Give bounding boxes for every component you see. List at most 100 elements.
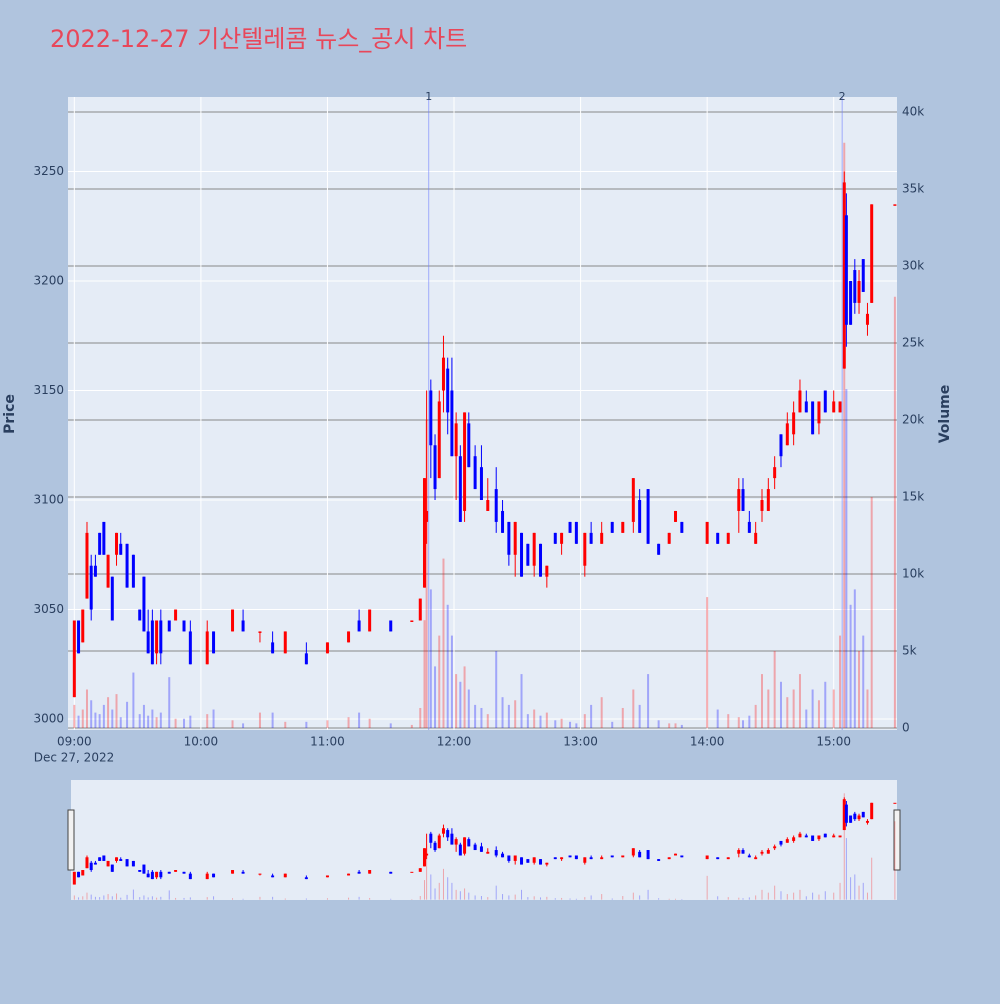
mini-candle-body — [98, 857, 102, 861]
range-slider[interactable] — [71, 780, 897, 900]
volume-bar — [520, 674, 523, 728]
mini-candle-body — [646, 850, 650, 860]
mini-candle-body — [667, 857, 671, 860]
mini-candle-body — [167, 871, 171, 874]
volume-bar — [575, 723, 578, 728]
candle-body — [425, 510, 429, 522]
mini-volume-bar — [284, 898, 286, 900]
event-label: 2 — [839, 90, 846, 103]
volume-bar — [792, 689, 795, 728]
mini-candle-body — [760, 851, 764, 854]
mini-candle-body — [347, 873, 351, 876]
mini-volume-bar — [82, 896, 84, 900]
mini-candle-body — [155, 871, 159, 878]
mini-volume-bar — [120, 897, 122, 900]
candle-body — [205, 631, 209, 665]
mini-volume-bar — [442, 868, 444, 900]
mini-volume-bar — [717, 896, 719, 900]
mini-candle-body — [657, 859, 661, 861]
mini-candle-body — [589, 857, 593, 860]
mini-candle-body — [125, 859, 129, 867]
volume-bar — [849, 604, 852, 728]
mini-volume-bar — [272, 896, 274, 900]
candle-body — [600, 532, 604, 544]
volume-bar — [77, 715, 80, 728]
mini-candle-body — [849, 815, 853, 823]
volume-bar — [817, 700, 820, 728]
x-tick-label: 15:00 — [816, 735, 851, 749]
mini-candle-body — [526, 859, 530, 863]
volume-bar — [862, 635, 865, 728]
mini-volume-bar — [601, 894, 603, 900]
candle-body — [119, 543, 123, 555]
mini-volume-bar — [369, 897, 371, 900]
range-handle-right[interactable] — [893, 809, 901, 871]
candle-body — [441, 357, 445, 391]
volume-bar — [151, 709, 154, 728]
candle-body — [574, 521, 578, 544]
candle-body — [811, 401, 815, 435]
mini-volume-bar — [111, 896, 113, 900]
mini-candle-body — [583, 857, 587, 863]
mini-volume-bar — [168, 890, 170, 900]
mini-volume-bar — [668, 898, 670, 900]
mini-volume-bar — [99, 897, 101, 900]
candle-body — [325, 642, 329, 654]
range-handle-left[interactable] — [67, 809, 75, 871]
volume-bar — [410, 724, 413, 728]
candle-body — [138, 609, 142, 621]
candle-body — [705, 521, 709, 544]
mini-candle-body — [631, 848, 635, 856]
volume-bar — [866, 689, 869, 728]
candle-body — [212, 631, 216, 654]
mini-candle-body — [798, 833, 802, 838]
candle-body — [159, 620, 163, 654]
mini-candle-body — [893, 802, 897, 804]
candle-body — [458, 456, 462, 522]
volume-bar — [611, 721, 614, 728]
volume-bar — [798, 674, 801, 728]
mini-candle-body — [85, 857, 89, 869]
candle-body — [893, 204, 897, 206]
mini-candle-body — [271, 875, 275, 878]
volume-bar — [258, 712, 261, 728]
mini-volume-bar — [843, 793, 845, 900]
mini-candle-body — [241, 871, 245, 874]
volume-bar — [138, 714, 141, 728]
candle-body — [631, 478, 635, 522]
candle-body — [258, 631, 262, 633]
mini-candle-body — [865, 820, 869, 823]
candle-body — [89, 565, 93, 610]
volume-bar — [423, 620, 426, 728]
y-tick-label: 3200 — [33, 273, 64, 287]
volume-bar — [754, 704, 757, 728]
candle-body — [72, 620, 76, 698]
volume-bar — [98, 714, 101, 728]
mini-volume-bar — [464, 888, 466, 900]
mini-volume-bar — [434, 888, 436, 900]
mini-volume-bar — [761, 889, 763, 900]
mini-candle-body — [115, 857, 119, 861]
y2-tick-label: 25k — [902, 335, 924, 349]
candle-body — [125, 543, 129, 588]
mini-volume-bar — [495, 885, 497, 900]
mini-volume-bar — [590, 895, 592, 900]
y2-tick-label: 5k — [902, 643, 917, 657]
mini-volume-bar — [805, 896, 807, 900]
volume-bar — [526, 714, 529, 728]
volume-bar — [442, 558, 445, 728]
mini-volume-bar — [73, 895, 75, 900]
mini-candle-body — [473, 844, 477, 851]
event-label: 1 — [425, 90, 432, 103]
mini-volume-bar — [812, 892, 814, 900]
volume-bar — [284, 721, 287, 728]
volume-bar — [583, 714, 586, 728]
mini-volume-bar — [793, 892, 795, 900]
volume-bar — [174, 718, 177, 728]
candle-body — [861, 259, 865, 292]
candle-body — [283, 631, 287, 654]
volume-bar — [832, 689, 835, 728]
volume-bar — [600, 697, 603, 728]
mini-candle-body — [726, 857, 730, 860]
